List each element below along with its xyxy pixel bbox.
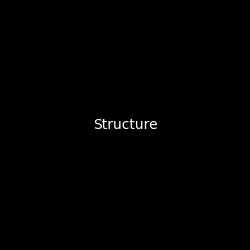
Text: Structure: Structure	[93, 118, 157, 132]
